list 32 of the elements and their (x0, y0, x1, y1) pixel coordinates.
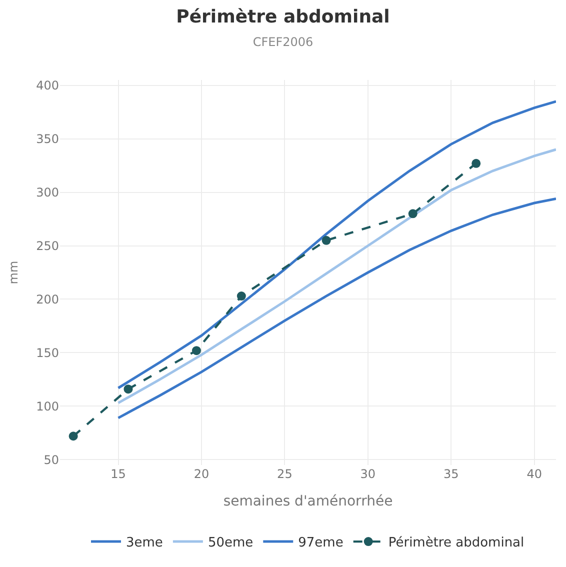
y-tick-label: 250 (36, 238, 59, 253)
legend-label: 3eme (126, 536, 163, 551)
y-tick-label: 100 (36, 399, 59, 414)
point (322, 236, 331, 245)
chart-subtitle: CFEF2006 (252, 35, 314, 50)
x-tick-label: 25 (277, 467, 292, 481)
line-series (117, 197, 556, 420)
x-tick-label: 20 (194, 467, 210, 481)
y-axis-title: mm (6, 260, 20, 284)
line-series (117, 100, 556, 390)
x-axis-title: semaines d'aménorrhée (223, 493, 393, 510)
x-tick-label: 40 (526, 467, 542, 481)
x-tick-label: 35 (444, 467, 459, 481)
y-tick-label: 350 (36, 132, 59, 146)
y-tick-label: 400 (36, 78, 59, 93)
legend-label: 50eme (208, 536, 254, 551)
point (236, 292, 246, 301)
point (124, 384, 133, 394)
y-tick-label: 200 (36, 292, 59, 306)
point (408, 209, 418, 218)
y-tick-label: 300 (36, 185, 59, 200)
x-tick-label: 30 (360, 467, 376, 481)
point (192, 346, 201, 356)
legend-label: Périmètre abdominal (388, 536, 524, 551)
y-tick-label: 150 (36, 346, 59, 360)
y-tick-label: 50 (44, 452, 59, 467)
legend-label: 97eme (298, 536, 344, 551)
x-tick-label: 15 (110, 467, 126, 481)
chart-title: Périmètre abdominal (176, 6, 390, 28)
point (472, 158, 481, 168)
point (68, 432, 78, 441)
line-series (117, 148, 556, 404)
